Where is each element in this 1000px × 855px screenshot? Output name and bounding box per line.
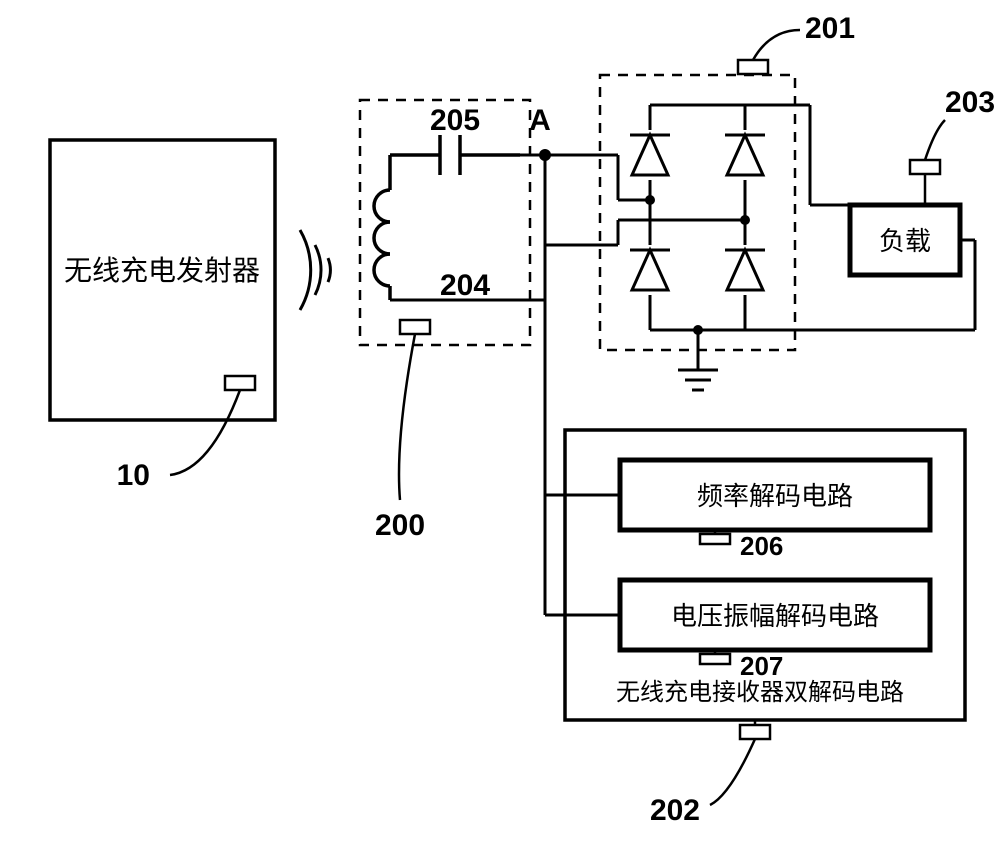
wireless-charging-diagram: 无线充电发射器 10 200 204	[0, 0, 1000, 855]
decoder-group-ref: 202	[650, 794, 700, 827]
wireless-arcs-icon	[300, 230, 330, 310]
transmitter-label: 无线充电发射器	[64, 255, 260, 286]
resonant-group-ref: 200	[375, 509, 425, 542]
decoder-group: 无线充电接收器双解码电路 202 频率解码电路 206 电压振幅解码电路 207	[565, 430, 965, 827]
freq-decoder-ref: 206	[740, 531, 783, 561]
decoder-group-title: 无线充电接收器双解码电路	[616, 679, 904, 706]
coil-ref: 204	[440, 269, 490, 302]
transmitter-ref: 10	[117, 459, 150, 492]
load-label: 负载	[879, 226, 931, 256]
ground-icon	[678, 370, 718, 390]
transmitter-block: 无线充电发射器 10	[50, 140, 275, 492]
capacitor-icon	[390, 135, 520, 175]
node-a: A	[529, 104, 551, 161]
resonant-group: 200 204 205	[360, 100, 530, 542]
coil-icon	[374, 155, 390, 300]
amp-decoder-label: 电压振幅解码电路	[671, 601, 879, 631]
rectifier-ref: 201	[805, 12, 855, 45]
freq-decoder-label: 频率解码电路	[697, 481, 853, 511]
node-a-label: A	[529, 104, 551, 137]
load-block: 负载 203	[745, 86, 995, 330]
load-ref: 203	[945, 86, 995, 119]
rectifier-group: 201	[600, 12, 855, 370]
cap-ref: 205	[430, 104, 480, 137]
amp-decoder-ref: 207	[740, 651, 783, 681]
